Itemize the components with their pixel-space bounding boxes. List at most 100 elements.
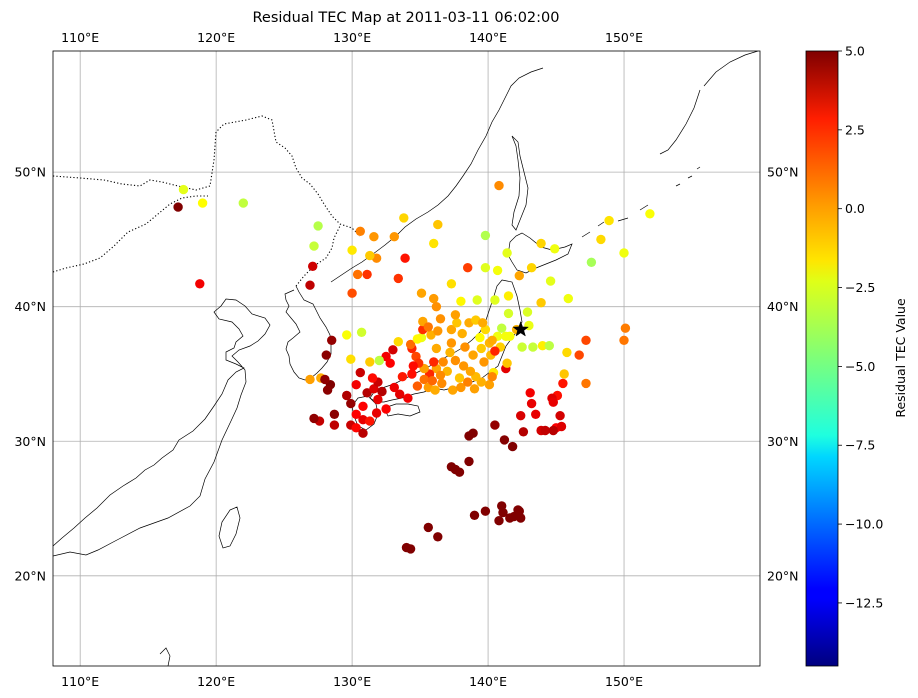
tec-data-point (327, 335, 337, 345)
colorbar: 5.0 2.5 0.0 −2.5 −5.0 −7.5 −10.0 −12.5 Residual… (805, 44, 908, 667)
tec-data-point (619, 248, 629, 258)
epicenter-star-marker (512, 320, 529, 337)
colorbar-tick-label: 5.0 (845, 44, 865, 59)
tec-data-point (596, 234, 606, 245)
tec-data-point (480, 506, 491, 516)
tec-data-point (503, 291, 514, 301)
tec-data-point (356, 327, 367, 337)
tec-data-point (431, 302, 442, 312)
lat-tick-labels-right: 20°N 30°N 40°N 50°N (767, 165, 799, 584)
kuril-islands (581, 166, 701, 238)
tec-data-point (388, 345, 398, 355)
tec-data-point (321, 350, 331, 360)
colorbar-tick-label: −5.0 (845, 359, 875, 374)
tec-data-point (563, 293, 573, 304)
tec-data-point (454, 373, 465, 383)
tec-data-point (407, 369, 417, 379)
tec-data-point (619, 335, 629, 345)
lat-tick-label: 30°N (767, 434, 799, 449)
tec-data-point (452, 318, 462, 328)
tec-data-point (468, 350, 478, 360)
tec-data-point (178, 184, 189, 195)
lat-tick-label: 40°N (767, 299, 799, 314)
tec-data-point (526, 263, 537, 273)
tec-data-point (393, 337, 403, 347)
tec-data-point (385, 358, 395, 368)
lon-tick-label: 120°E (197, 30, 235, 45)
tec-data-point (433, 532, 443, 542)
tec-data-point (586, 257, 597, 267)
tec-data-point (537, 341, 548, 351)
tec-data-point (469, 510, 480, 520)
lon-tick-label: 140°E (469, 674, 507, 689)
colorbar-tick-label: 2.5 (845, 122, 865, 137)
tec-data-point (373, 394, 383, 405)
tec-data-point (412, 381, 423, 391)
map-frame (52, 50, 761, 667)
tec-data-point (544, 341, 554, 351)
tec-data-point (346, 354, 356, 364)
sakhalin-coastline (511, 135, 529, 231)
china-mongolia-border (53, 195, 208, 273)
tec-data-point (429, 238, 439, 249)
tec-data-point (437, 378, 447, 389)
lat-tick-label: 50°N (767, 165, 799, 180)
tec-data-point (562, 347, 572, 358)
tec-data-point (367, 373, 378, 383)
tec-data-point (454, 467, 465, 477)
tec-data-point (371, 408, 382, 418)
tec-data-point (405, 544, 416, 554)
tec-data-point (433, 219, 443, 230)
tec-data-point (516, 411, 526, 421)
chart-title: Residual TEC Map at 2011-03-11 06:02:00 (253, 10, 560, 26)
tec-data-point (305, 374, 315, 385)
tec-data-point (433, 326, 443, 336)
tec-data-point (581, 335, 591, 345)
tec-data-point (342, 390, 352, 401)
lat-tick-label: 40°N (14, 299, 46, 314)
tec-data-point (416, 288, 427, 298)
tec-data-point (429, 293, 439, 304)
tec-data-point (320, 374, 330, 385)
colorbar-ticks: 5.0 2.5 0.0 −2.5 −5.0 −7.5 −10.0 −12.5 (838, 44, 883, 610)
tec-data-point (574, 350, 584, 360)
tec-data-point (469, 384, 480, 394)
lon-tick-label: 150°E (605, 674, 643, 689)
tec-data-point (479, 357, 489, 367)
tec-data-point (518, 427, 529, 437)
tec-data-point (487, 372, 497, 382)
tec-data-point (548, 397, 558, 407)
colorbar-label: Residual TEC Value (893, 298, 908, 418)
tec-data-point (645, 209, 655, 219)
tec-data-point (475, 332, 485, 343)
tec-data-point (412, 334, 423, 344)
tec-data-point (426, 330, 436, 340)
colorbar-tick-label: −10.0 (845, 517, 883, 532)
lat-tick-label: 50°N (14, 165, 46, 180)
tec-data-point (342, 330, 352, 340)
lat-tick-labels-left: 20°N 30°N 40°N 50°N (14, 165, 46, 584)
tec-data-point (393, 273, 403, 284)
tec-data-point (351, 409, 361, 419)
tec-data-point (494, 180, 504, 191)
tec-data-point (450, 355, 461, 366)
tec-data-point (365, 357, 375, 367)
lon-tick-label: 120°E (197, 674, 235, 689)
tec-data-point (347, 245, 357, 255)
tec-data-point (347, 288, 357, 298)
tec-data-point (389, 382, 399, 393)
taiwan-coastline (218, 506, 241, 549)
tec-data-point (238, 198, 248, 208)
tec-data-point (329, 409, 340, 419)
tec-data-point (431, 343, 442, 354)
tec-data-point (498, 507, 508, 518)
hokkaido-coastline (507, 232, 573, 274)
tec-data-point (358, 428, 368, 438)
tec-data-point (476, 343, 486, 354)
tec-data-point (501, 331, 511, 341)
tec-data-point (490, 346, 500, 356)
map-gridlines (53, 51, 760, 666)
tec-data-point (365, 416, 375, 426)
tec-data-point (556, 421, 567, 432)
tec-data-point (305, 280, 315, 290)
